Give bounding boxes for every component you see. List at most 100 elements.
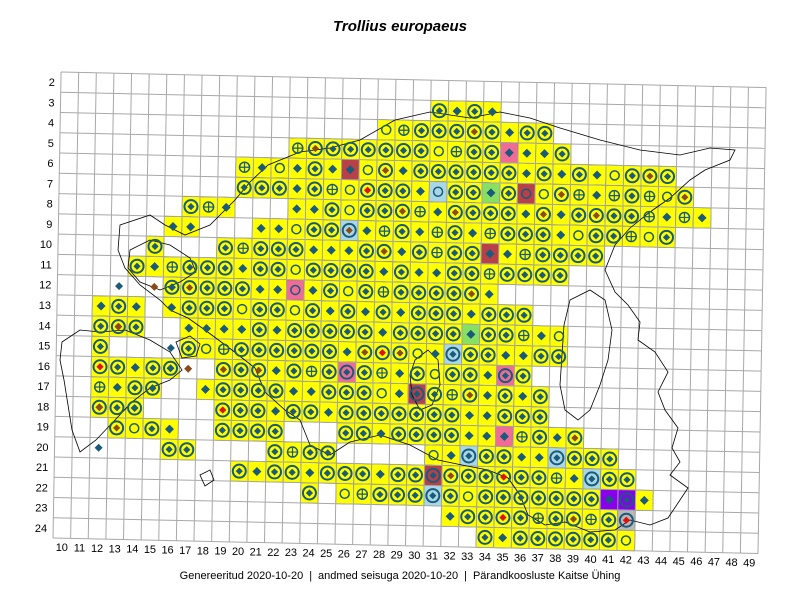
diamond-marker [397, 247, 407, 257]
diamond-marker [342, 409, 350, 417]
crosshair-lines [239, 162, 250, 173]
diamond-marker [538, 271, 547, 279]
ring-marker [413, 143, 429, 159]
ring-marker [110, 319, 126, 335]
diamond-marker [500, 473, 508, 481]
circle-marker [520, 188, 532, 199]
diamond-marker [362, 267, 370, 275]
ring-marker [286, 343, 302, 359]
occupied-cell [425, 363, 445, 385]
diamond-marker [360, 307, 370, 317]
ring-marker [410, 305, 426, 321]
diamond-marker [291, 326, 299, 335]
occupied-cell [286, 279, 305, 301]
diamond-marker [219, 406, 227, 414]
ring-marker [233, 342, 249, 358]
grid-line-vertical [158, 74, 168, 541]
ring-marker [93, 318, 109, 334]
column-label: 16 [161, 545, 173, 557]
grid-line-horizontal [58, 213, 764, 230]
ring-marker [498, 307, 514, 323]
diamond-marker [482, 391, 492, 401]
ring-marker [513, 490, 529, 506]
grid-line-vertical [616, 84, 626, 551]
diamond-marker [469, 209, 477, 217]
diamond-marker [569, 515, 578, 523]
diamond-marker [417, 127, 426, 135]
diamond-marker [114, 363, 122, 371]
ring-marker [182, 259, 198, 275]
diamond-marker [327, 266, 335, 275]
ring-marker [495, 509, 511, 525]
diamond-marker [395, 430, 403, 438]
ring-marker [343, 141, 359, 157]
ring-marker [547, 531, 563, 547]
ring-marker [251, 342, 267, 358]
column-label: 22 [267, 547, 279, 559]
diamond-marker [219, 365, 228, 374]
diamond-marker [557, 190, 566, 199]
diamond-marker [344, 267, 353, 275]
diamond-marker [536, 331, 546, 341]
occupied-cell [340, 199, 359, 221]
grid-line-vertical [193, 75, 203, 542]
ring-marker [530, 531, 546, 547]
ring-marker [360, 142, 376, 158]
grid-lines-layer [52, 71, 767, 555]
diamond-marker [221, 284, 229, 293]
ring-marker [357, 324, 373, 340]
diamond-marker [361, 348, 369, 356]
diamond-marker [398, 166, 408, 176]
diamond-marker [328, 164, 338, 174]
diamond-marker [432, 289, 440, 297]
grid-line-horizontal [53, 496, 759, 514]
ring-marker [356, 385, 372, 401]
ring-marker [267, 444, 283, 460]
diamond-marker [258, 184, 266, 192]
map-title: Trollius europaeus [333, 18, 467, 35]
diamond-marker [165, 445, 173, 453]
occupied-cell [340, 179, 360, 201]
diamond-marker [558, 150, 566, 158]
diamond-marker [167, 283, 176, 292]
diamond-marker [553, 454, 561, 462]
diamond-marker [310, 225, 318, 234]
diamond-marker [220, 305, 229, 313]
crosshair-lines [551, 473, 562, 484]
column-label: 28 [373, 549, 385, 561]
ring-marker [307, 141, 323, 157]
diamond-marker [378, 349, 386, 357]
grid-line-horizontal [56, 314, 762, 332]
diamond-marker [466, 329, 476, 339]
diamond-marker [238, 264, 248, 274]
diamond-marker [639, 495, 649, 505]
diamond-marker [517, 473, 525, 481]
diamond-marker [200, 384, 210, 394]
diamond-marker [306, 387, 316, 397]
diamond-marker [501, 392, 509, 400]
crosshair-lines [516, 431, 527, 442]
diamond-marker [570, 454, 579, 462]
crosshair-lines [287, 447, 298, 458]
ring-marker [517, 267, 533, 283]
ring-marker [583, 491, 599, 507]
diamond-marker [379, 308, 387, 316]
diamond-marker [381, 187, 389, 195]
diamond-marker [308, 285, 318, 295]
diamond-marker [221, 244, 230, 252]
diamond-marker [484, 351, 492, 359]
diamond-marker [449, 350, 457, 358]
diamond-marker [221, 264, 229, 272]
grid-line-horizontal [54, 456, 760, 473]
ring-marker [567, 450, 583, 466]
circle-marker [609, 170, 620, 181]
column-label: 43 [637, 555, 649, 567]
ring-marker [570, 248, 586, 264]
crosshair-lines [626, 231, 637, 242]
row-label: 9 [46, 219, 52, 231]
crosshair-lines [451, 146, 462, 157]
diamond-marker [536, 413, 544, 421]
ring-marker [217, 260, 233, 276]
diamond-marker [697, 213, 707, 223]
ring-marker [463, 347, 479, 363]
